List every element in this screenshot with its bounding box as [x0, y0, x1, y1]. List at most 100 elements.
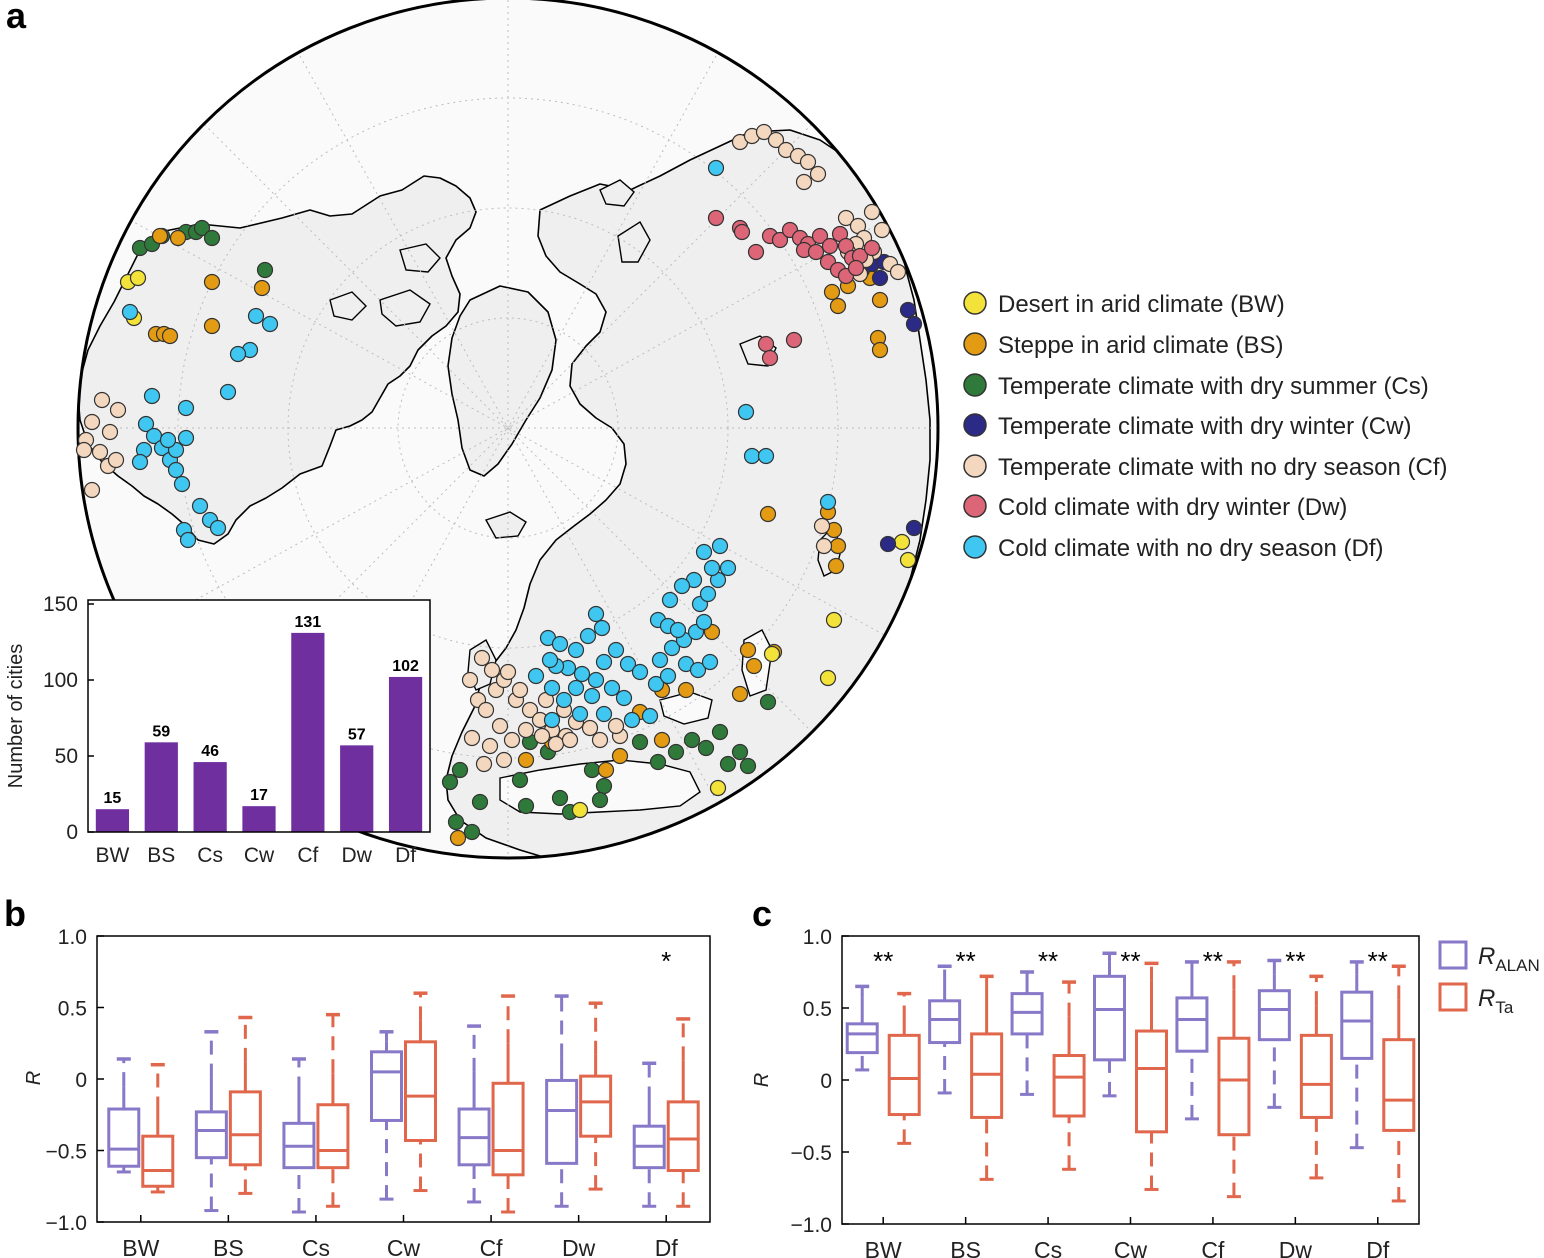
city-dot-df [261, 315, 279, 333]
c-series-alan [845, 951, 1374, 1150]
city-dot-df [699, 585, 717, 603]
legend-marker-dw [963, 494, 987, 518]
panel-b-frame [96, 935, 711, 1223]
city-dot-bw [893, 533, 911, 551]
panel-c-significance: ** ** ** ** ** ** ** [873, 946, 1388, 976]
c-ytick-label: 0 [820, 1070, 832, 1093]
legend-marker-cf [963, 454, 987, 478]
c-box-bw-ta [887, 991, 921, 1145]
city-dot-df [131, 453, 149, 471]
iqr-box [545, 1078, 579, 1165]
city-dot-df [615, 689, 633, 707]
city-dot-df [703, 559, 721, 577]
legend-alan-sub: ALAN [1495, 956, 1539, 975]
inset-bar-label-dw: 57 [348, 726, 366, 743]
b-xtick-bs: BS [213, 1235, 244, 1258]
city-dot-df [819, 493, 837, 511]
iqr-box [404, 1040, 437, 1142]
b-box-bw-ta [141, 1062, 175, 1194]
c-box-cw-ta [1135, 961, 1168, 1191]
iqr-box [845, 1022, 879, 1055]
city-dot-df [159, 431, 177, 449]
b-xtick-cf: Cf [480, 1235, 504, 1258]
c-box-bs-ta [970, 974, 1004, 1181]
city-dot-df [663, 639, 681, 657]
city-dot-cf [591, 731, 609, 749]
city-dot-cs [711, 723, 729, 741]
city-dot-df [177, 399, 195, 417]
c-box-bw-alan [845, 984, 879, 1072]
city-group-bw [119, 269, 917, 819]
city-dot-cs [551, 789, 569, 807]
city-dot-cs [471, 793, 489, 811]
city-dot-bw [763, 645, 781, 663]
city-dot-cf [517, 721, 535, 739]
city-dot-bs [871, 341, 889, 359]
city-dot-cf [607, 717, 625, 735]
city-dot-df [173, 475, 191, 493]
city-dot-cf [561, 731, 579, 749]
city-dot-cs [667, 743, 685, 761]
city-dot-df [595, 653, 613, 671]
city-dot-dw [757, 335, 775, 353]
iqr-box [1093, 974, 1126, 1062]
c-box-cw-alan [1093, 951, 1126, 1098]
city-dot-cf [755, 123, 773, 141]
city-dot-df [121, 303, 139, 321]
panel-c-ylabel: R [751, 1073, 773, 1087]
inset-bars: 15 59 46 17 131 57 102 [95, 614, 423, 832]
city-dot-cf [483, 661, 501, 679]
b-box-cs-alan [282, 1057, 316, 1214]
city-dot-bw [129, 269, 147, 287]
city-dot-bs [823, 283, 841, 301]
inset-xtick-cf: Cf [297, 844, 318, 867]
iqr-box [228, 1090, 262, 1167]
legend-marker-bw [963, 291, 987, 315]
city-dot-cs [697, 739, 715, 757]
city-dot-df [541, 651, 559, 669]
city-dot-cf [461, 671, 479, 689]
city-dot-df [579, 627, 597, 645]
city-dot-df [743, 447, 761, 465]
city-dot-df [177, 429, 195, 447]
city-dot-df [641, 707, 659, 725]
b-ytick-label: −0.5 [46, 1141, 87, 1164]
c-box-cf-alan [1175, 960, 1209, 1121]
c-box-cs-alan [1010, 970, 1044, 1096]
legend-ta-label: RTa [1478, 985, 1514, 1017]
city-dot-cf [889, 263, 907, 281]
city-dot-cf [547, 735, 565, 753]
inset-xtick-bs: BS [147, 844, 175, 867]
c-ytick-label: 1.0 [803, 926, 832, 949]
city-dot-df [167, 461, 185, 479]
city-dot-cw [905, 519, 923, 537]
city-dot-cs [193, 219, 211, 237]
c-annotation-cf: ** [1203, 946, 1223, 976]
city-dot-cs [517, 797, 535, 815]
city-dot-cs [631, 733, 649, 751]
city-dot-cf [521, 701, 539, 719]
b-box-cf-alan [457, 1024, 491, 1204]
city-dot-dw [761, 349, 779, 367]
panel-a-letter: a [6, 0, 27, 36]
inset-xtick-cs: Cs [197, 844, 223, 867]
b-box-bs-alan [194, 1030, 228, 1213]
city-dot-cf [809, 165, 827, 183]
city-dot-bs [517, 751, 535, 769]
city-dot-df [143, 387, 161, 405]
inset-bar-cs [193, 762, 227, 832]
city-dot-df [647, 675, 665, 693]
city-dot-bs [677, 681, 695, 699]
iqr-box [491, 1081, 525, 1177]
city-dot-df [593, 619, 611, 637]
panel-c-boxplot: R −1.0−0.500.51.0 BW BS Cs Cw Cf Dw Df ** ** ** *… [751, 926, 1420, 1258]
city-dot-df [651, 651, 669, 669]
city-dot-dw [847, 259, 865, 277]
city-dot-cf [495, 751, 513, 769]
city-dot-cf [873, 221, 891, 239]
city-dot-df [603, 679, 621, 697]
city-dot-cf [101, 423, 119, 441]
city-dot-df [695, 613, 713, 631]
city-dot-bs [739, 641, 757, 659]
